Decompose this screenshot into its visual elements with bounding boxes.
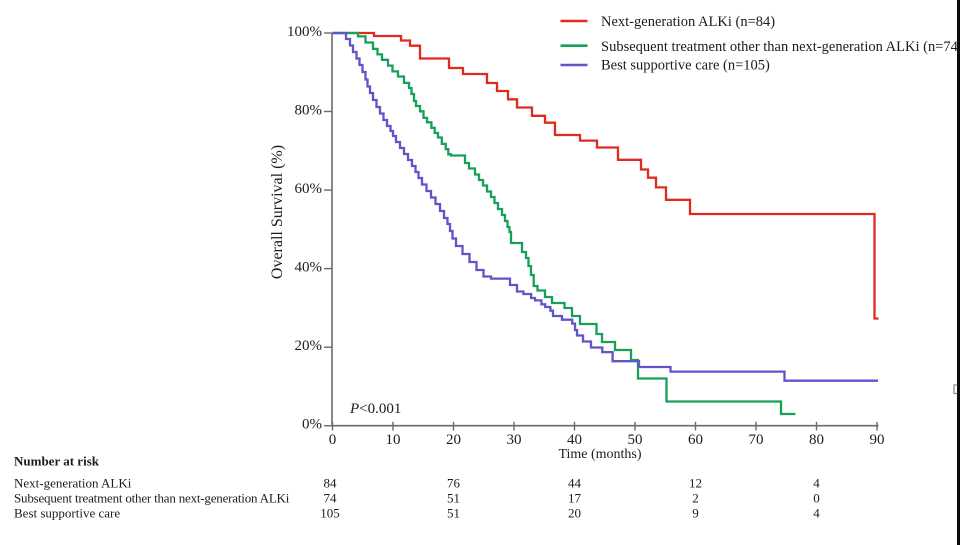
svg-text:40%: 40% bbox=[295, 260, 323, 276]
svg-text:Time (months): Time (months) bbox=[558, 447, 641, 462]
svg-text:P<0.001: P<0.001 bbox=[349, 401, 401, 417]
svg-text:51: 51 bbox=[447, 506, 460, 521]
svg-text:4: 4 bbox=[813, 506, 820, 521]
svg-text:100%: 100% bbox=[287, 24, 322, 40]
svg-text:Number at risk: Number at risk bbox=[14, 454, 100, 469]
svg-text:20: 20 bbox=[446, 432, 461, 448]
svg-text:74: 74 bbox=[324, 491, 338, 506]
svg-text:Subsequent treatment other tha: Subsequent treatment other than next-gen… bbox=[601, 39, 960, 55]
svg-text:Next-generation ALKi: Next-generation ALKi bbox=[14, 476, 132, 491]
svg-text:10: 10 bbox=[386, 432, 401, 448]
svg-text:2: 2 bbox=[692, 491, 699, 506]
svg-text:105: 105 bbox=[320, 506, 340, 521]
svg-text:80%: 80% bbox=[295, 103, 323, 119]
svg-text:80: 80 bbox=[809, 432, 824, 448]
svg-text:Best supportive care: Best supportive care bbox=[14, 506, 120, 521]
svg-text:Subsequent treatment other tha: Subsequent treatment other than next-gen… bbox=[14, 491, 290, 506]
svg-text:17: 17 bbox=[568, 491, 582, 506]
svg-text:70: 70 bbox=[749, 432, 764, 448]
svg-text:0%: 0% bbox=[302, 417, 322, 433]
svg-text:60%: 60% bbox=[295, 181, 323, 197]
svg-text:20: 20 bbox=[568, 506, 581, 521]
svg-text:12: 12 bbox=[689, 476, 702, 491]
svg-text:90: 90 bbox=[870, 432, 885, 448]
svg-text:0: 0 bbox=[813, 491, 820, 506]
svg-text:20%: 20% bbox=[295, 338, 323, 354]
svg-text:60: 60 bbox=[688, 432, 703, 448]
svg-text:76: 76 bbox=[447, 476, 461, 491]
svg-text:51: 51 bbox=[447, 491, 460, 506]
svg-text:Overall Survival (%): Overall Survival (%) bbox=[269, 145, 286, 279]
svg-text:9: 9 bbox=[692, 506, 699, 521]
svg-text:40: 40 bbox=[567, 432, 582, 448]
svg-text:44: 44 bbox=[568, 476, 582, 491]
svg-text:4: 4 bbox=[813, 476, 820, 491]
svg-text:30: 30 bbox=[507, 432, 522, 448]
svg-text:0: 0 bbox=[329, 432, 337, 448]
svg-text:84: 84 bbox=[324, 476, 338, 491]
svg-text:50: 50 bbox=[628, 432, 643, 448]
svg-text:Next-generation ALKi (n=84): Next-generation ALKi (n=84) bbox=[601, 14, 775, 30]
svg-text:Best supportive care (n=105): Best supportive care (n=105) bbox=[601, 58, 770, 74]
